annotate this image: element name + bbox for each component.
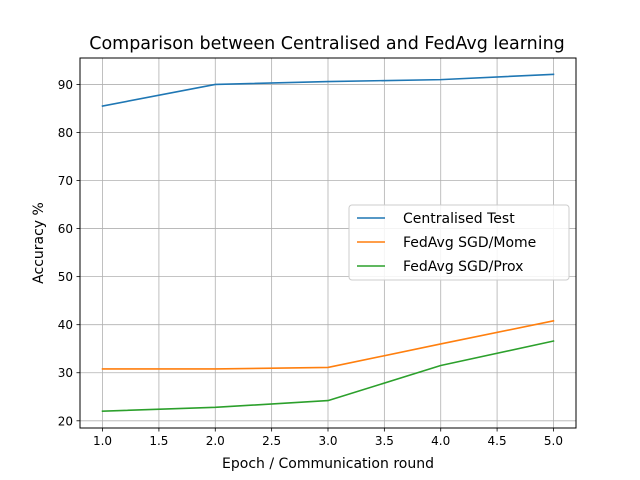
y-tick-label: 60 [58,222,73,236]
y-axis-ticks: 20 30 40 50 60 70 80 90 [58,78,80,428]
y-tick-label: 40 [58,318,73,332]
x-tick-label: 4.0 [431,434,450,448]
legend-box [348,204,570,281]
series-line-1 [101,73,555,107]
x-tick-label: 1.0 [93,434,112,448]
y-tick-label: 90 [58,78,73,92]
series-line-2 [101,319,555,370]
chart-title: Comparison between Centralised and FedAv… [89,34,565,54]
legend-label: FedAvg SGD/Prox [403,259,523,275]
x-axis-ticks: 1.0 1.5 2.0 2.5 3.0 3.5 4.0 4.5 5.0 [93,428,563,448]
x-tick-label: 2.0 [206,434,225,448]
y-tick-label: 20 [58,414,73,428]
x-tick-label: 3.0 [318,434,337,448]
y-tick-label: 50 [58,270,73,284]
y-tick-label: 80 [58,126,73,140]
x-axis-label: Epoch / Communication round [222,456,434,472]
legend-label: FedAvg SGD/Mome [403,235,536,251]
x-tick-label: 1.5 [149,434,168,448]
y-tick-label: 70 [58,174,73,188]
x-tick-label: 4.5 [488,434,507,448]
y-tick-label: 30 [58,366,73,380]
legend: Centralised Test FedAvg SGD/Mome FedAvg SG… [348,204,570,281]
series-line-3 [101,340,555,413]
series-lines [101,73,555,413]
x-tick-label: 3.5 [375,434,394,448]
grid [80,58,576,428]
x-tick-label: 2.5 [262,434,281,448]
legend-label: Centralised Test [403,211,515,227]
x-tick-label: 5.0 [544,434,563,448]
y-axis-label: Accuracy % [31,202,47,284]
